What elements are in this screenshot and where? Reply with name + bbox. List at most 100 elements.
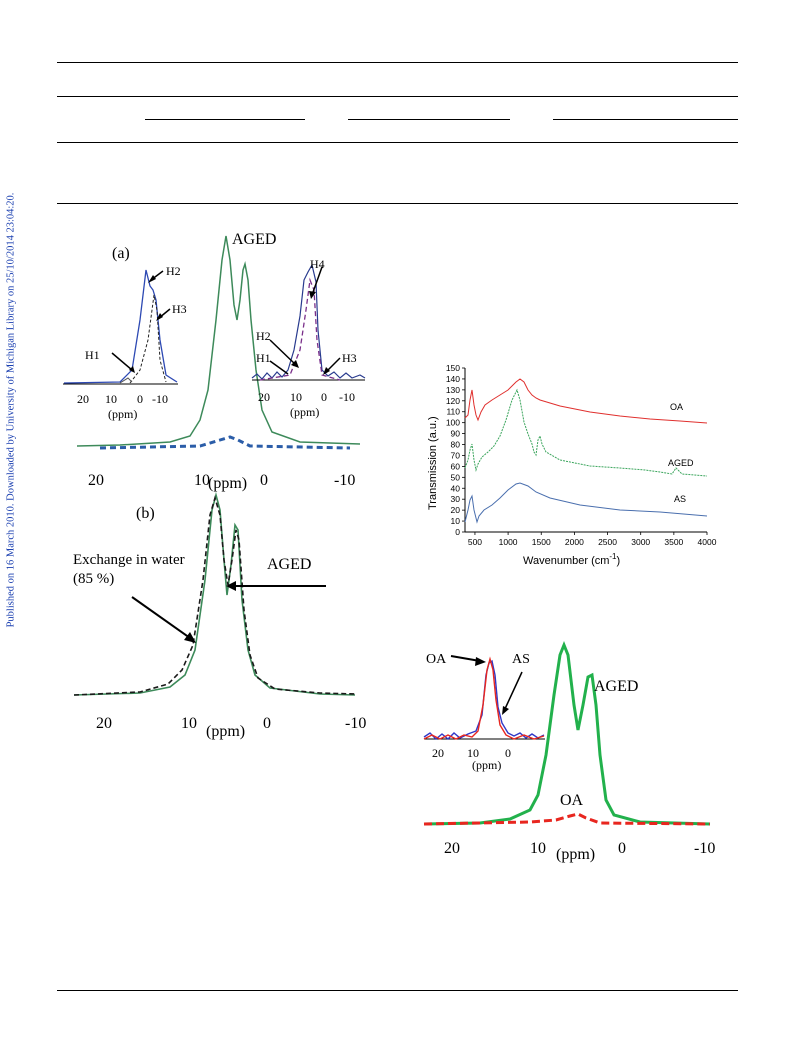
ir-x-tick-label: 2000 xyxy=(565,537,584,547)
ir-x-label-end: ) xyxy=(617,555,621,567)
panel-label-b: (b) xyxy=(136,505,155,522)
table-rule-3 xyxy=(57,142,738,143)
ir-y-tick-label: 140 xyxy=(446,374,460,384)
inset-left-label-h1: H1 xyxy=(85,348,100,362)
ir-x-label-sup: -1 xyxy=(609,552,617,561)
axis-b-unit: (ppm) xyxy=(206,723,245,740)
inset-c: OA AS 20 10 0 (ppm) xyxy=(423,652,545,772)
label-aged-c: AGED xyxy=(594,678,638,695)
ir-x-tick-label: 2500 xyxy=(598,537,617,547)
inset-right-tick-1: 20 xyxy=(258,390,270,404)
inset-left-label-h2: H2 xyxy=(166,264,181,278)
ir-x-ticks: 500 1000 1500 2000 2500 3000 3500 4000 xyxy=(468,532,717,547)
ir-y-tick-label: 40 xyxy=(451,483,461,493)
axis-c-tick-minus10: -10 xyxy=(694,840,715,857)
ir-y-tick-label: 60 xyxy=(451,461,461,471)
inset-right-tick-2: 10 xyxy=(290,390,302,404)
ir-x-axis-label: Wavenumber (cm-1) xyxy=(523,552,620,567)
ir-y-tick-label: 80 xyxy=(451,440,461,450)
inset-left-tick-2: 10 xyxy=(105,392,117,406)
publication-note: Published on 16 March 2010. Downloaded b… xyxy=(3,0,19,1040)
axis-c-unit: (ppm) xyxy=(556,846,595,863)
inset-c-tick-10: 10 xyxy=(467,746,479,760)
ir-y-tick-label: 70 xyxy=(451,450,461,460)
ir-x-label-main: Wavenumber (cm xyxy=(523,555,609,567)
label-oa-c: OA xyxy=(560,792,584,809)
ir-x-tick-label: 1000 xyxy=(499,537,518,547)
ir-oa-curve xyxy=(464,378,708,424)
axis-c-tick-20: 20 xyxy=(444,840,460,857)
ir-x-tick-label: 3000 xyxy=(631,537,650,547)
axis-a-unit: (ppm) xyxy=(208,475,247,492)
aged-spectrum-a xyxy=(76,235,361,447)
axis-a-tick-minus10: -10 xyxy=(334,472,355,489)
inset-right-label-h2: H2 xyxy=(256,329,271,343)
axis-a-tick-0: 0 xyxy=(260,472,268,489)
inset-left-label-h3: H3 xyxy=(172,302,187,316)
label-aged-a: AGED xyxy=(232,231,276,248)
ir-y-tick-label: 120 xyxy=(446,396,460,406)
table-sub-rule-1 xyxy=(145,119,305,120)
top-rule-2 xyxy=(57,96,738,97)
ir-y-tick-label: 150 xyxy=(446,363,460,373)
axis-a-tick-10: 10 xyxy=(194,472,210,489)
axis-b-tick-20: 20 xyxy=(96,715,112,732)
figure-nmr-c: OA AS 20 10 0 (ppm) AGED OA 20 10 0 -10 … xyxy=(423,640,715,863)
inset-left-unit: (ppm) xyxy=(108,407,137,421)
axis-b-tick-10: 10 xyxy=(181,715,197,732)
table-bottom-rule xyxy=(57,203,738,204)
inset-right-label-h4: H4 xyxy=(310,257,325,271)
ir-y-tick-label: 30 xyxy=(451,494,461,504)
inset-right-tick-4: -10 xyxy=(339,390,355,404)
axis-c-tick-0: 0 xyxy=(618,840,626,857)
oa-spectrum-c xyxy=(423,812,711,826)
annotation-water: Exchange in water xyxy=(73,552,185,568)
ir-y-tick-label: 110 xyxy=(446,407,460,417)
inset-left-tick-1: 20 xyxy=(77,392,89,406)
ir-y-tick-label: 0 xyxy=(455,527,460,537)
aged-spectrum-c xyxy=(423,640,711,826)
inset-left-tick-4: -10 xyxy=(152,392,168,406)
inset-c-unit: (ppm) xyxy=(472,758,501,772)
dashed-spectrum-a xyxy=(99,435,351,450)
inset-c-tick-0: 0 xyxy=(505,746,511,760)
inset-left-tick-3: 0 xyxy=(137,392,143,406)
axis-c-tick-10: 10 xyxy=(530,840,546,857)
inset-c-tick-20: 20 xyxy=(432,746,444,760)
inset-right-tick-3: 0 xyxy=(321,390,327,404)
ir-x-tick-label: 500 xyxy=(468,537,482,547)
axis-b-tick-0: 0 xyxy=(263,715,271,732)
publication-note-text: Published on 16 March 2010. Downloaded b… xyxy=(5,192,17,628)
ir-x-tick-label: 4000 xyxy=(698,537,717,547)
figure-nmr-a: AGED (a) H2 H3 H1 20 10 0 -10 (ppm) H4 H… xyxy=(63,231,366,492)
ir-y-tick-label: 130 xyxy=(446,385,460,395)
table-sub-rule-2 xyxy=(348,119,510,120)
ir-as-curve xyxy=(464,482,708,524)
ir-y-tick-label: 50 xyxy=(451,472,461,482)
ir-x-tick-label: 1500 xyxy=(532,537,551,547)
inset-right-label-h3: H3 xyxy=(342,351,357,365)
ir-y-axis-label: Transmission (a.u.) xyxy=(427,416,439,510)
ir-y-tick-label: 90 xyxy=(451,429,461,439)
ir-y-tick-label: 100 xyxy=(446,418,460,428)
inset-c-label-as: AS xyxy=(512,652,530,667)
ir-x-tick-label: 3500 xyxy=(664,537,683,547)
table-sub-rule-3 xyxy=(553,119,738,120)
inset-left-a: H2 H3 H1 20 10 0 -10 (ppm) xyxy=(63,264,187,421)
footer-rule xyxy=(57,990,738,991)
ir-y-tick-label: 20 xyxy=(451,505,461,515)
ir-label-aged: AGED xyxy=(668,458,694,468)
annotation-water-pct: (85 %) xyxy=(73,571,114,587)
aged-spectrum-b xyxy=(73,491,356,696)
axis-b-tick-minus10: -10 xyxy=(345,715,366,732)
figure-nmr-b: (b) Exchange in water (85 %) AGED 20 10 … xyxy=(73,491,366,740)
ir-label-oa: OA xyxy=(670,402,683,412)
axis-a-tick-20: 20 xyxy=(88,472,104,489)
inset-right-label-h1: H1 xyxy=(256,351,271,365)
inset-c-label-oa: OA xyxy=(426,652,447,667)
ir-label-as: AS xyxy=(674,494,686,504)
panel-label-a: (a) xyxy=(112,245,130,262)
annotation-aged-b: AGED xyxy=(267,556,311,573)
